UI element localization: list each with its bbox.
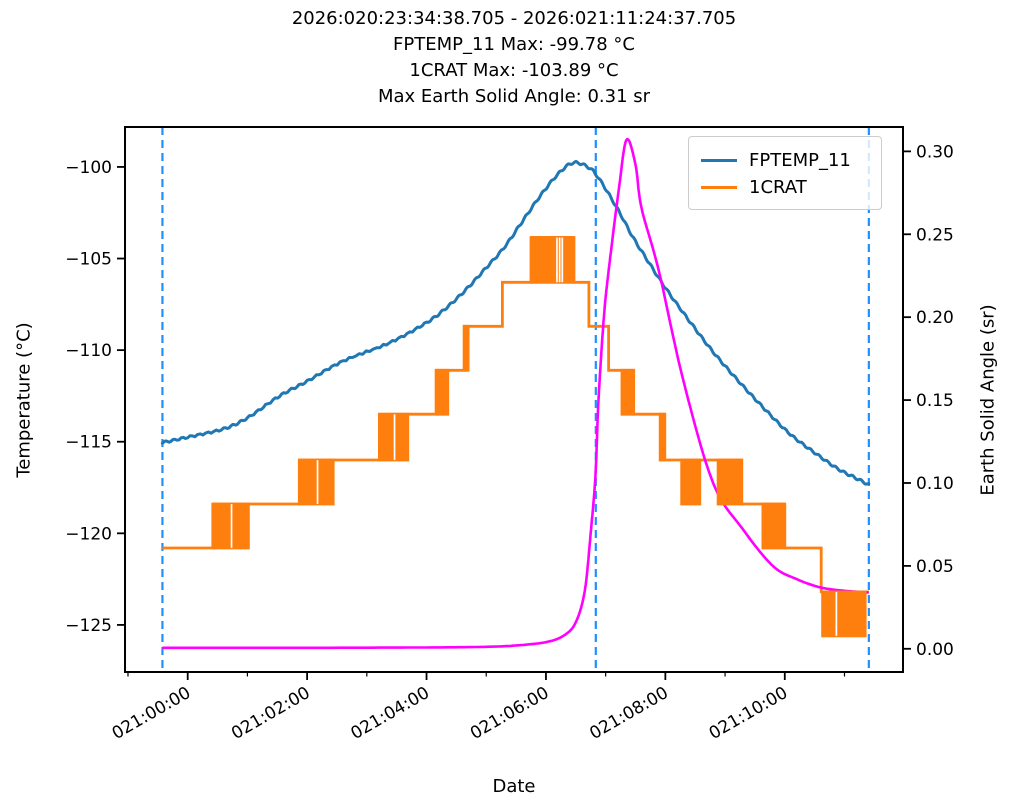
legend-label-fptemp: FPTEMP_11 <box>749 150 851 171</box>
svg-text:0.25: 0.25 <box>916 225 954 245</box>
title-line-crat-max: 1CRAT Max: -103.89 °C <box>409 60 619 81</box>
svg-text:021:06:00: 021:06:00 <box>467 683 552 744</box>
svg-text:021:02:00: 021:02:00 <box>228 683 313 744</box>
svg-text:021:04:00: 021:04:00 <box>348 683 433 744</box>
svg-text:−120: −120 <box>65 524 112 544</box>
y-left-ticks: −100 −105 −110 −115 −120 −125 <box>65 158 125 636</box>
fptemp11-series <box>160 160 871 486</box>
svg-text:0.20: 0.20 <box>916 308 954 328</box>
legend-label-crat: 1CRAT <box>749 177 807 198</box>
title-line-solid-angle-max: Max Earth Solid Angle: 0.31 sr <box>377 86 651 107</box>
y-right-ticks: 0.00 0.05 0.10 0.15 0.20 0.25 0.30 <box>903 142 954 660</box>
svg-text:0.10: 0.10 <box>916 474 954 494</box>
svg-text:−105: −105 <box>65 250 112 270</box>
svg-text:−125: −125 <box>65 616 112 636</box>
legend-entry-crat: 1CRAT <box>701 174 881 201</box>
svg-text:021:08:00: 021:08:00 <box>586 683 671 744</box>
legend: FPTEMP_11 1CRAT <box>688 136 882 210</box>
x-axis-label-date: Date <box>492 776 536 797</box>
svg-text:−100: −100 <box>65 158 112 178</box>
svg-text:021:00:00: 021:00:00 <box>109 683 194 744</box>
svg-text:−115: −115 <box>65 433 112 453</box>
chart-title: 2026:020:23:34:38.705 - 2026:021:11:24:3… <box>125 6 903 110</box>
y-axis-label-temperature: Temperature (°C) <box>13 322 35 478</box>
legend-entry-fptemp: FPTEMP_11 <box>701 147 881 174</box>
title-line-timerange: 2026:020:23:34:38.705 - 2026:021:11:24:3… <box>291 8 737 29</box>
svg-text:0.15: 0.15 <box>916 391 954 411</box>
svg-text:0.05: 0.05 <box>916 557 954 577</box>
svg-text:021:10:00: 021:10:00 <box>706 683 791 744</box>
solid-angle-series <box>162 137 870 650</box>
y-axis-label-solid-angle: Earth Solid Angle (sr) <box>977 304 999 496</box>
svg-text:0.30: 0.30 <box>916 142 954 162</box>
crat-noise-blocks <box>212 236 867 638</box>
svg-text:0.00: 0.00 <box>916 640 954 660</box>
fptemp-line-sample <box>701 159 737 162</box>
title-line-fptemp-max: FPTEMP_11 Max: -99.78 °C <box>393 34 635 55</box>
x-axis-ticks: 021:00:00 021:02:00 021:04:00 021:06:00 021:… <box>109 672 846 744</box>
crat-line-sample <box>701 186 737 189</box>
svg-text:−110: −110 <box>65 341 112 361</box>
